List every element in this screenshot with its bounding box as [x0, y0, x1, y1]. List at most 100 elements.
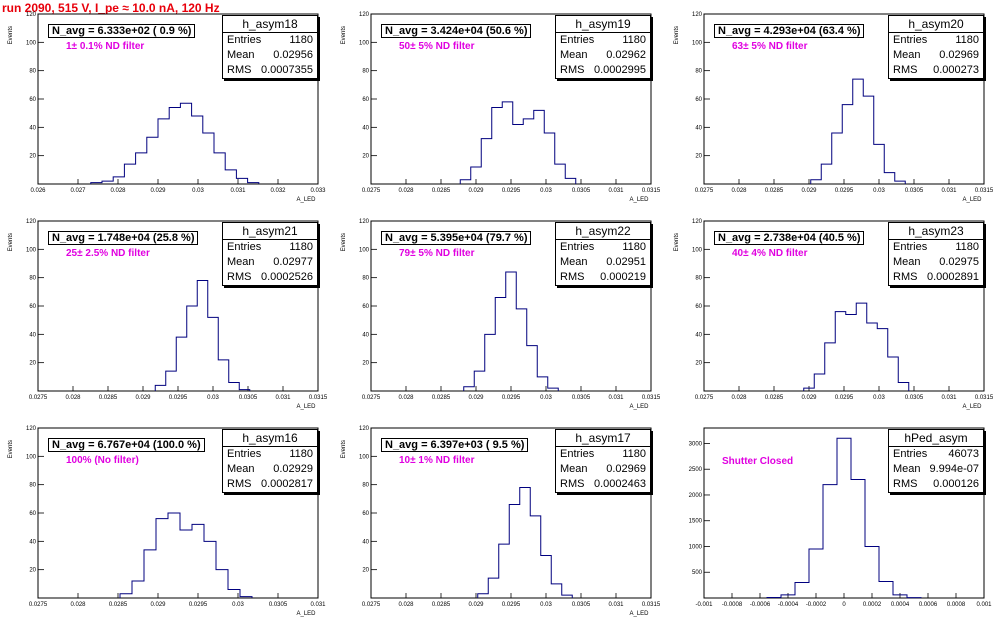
- y-tick-label: 60: [695, 97, 702, 103]
- stats-box: h_asym22 Entries 1180 Mean 0.02951 RMS 0.00021…: [555, 222, 651, 286]
- y-tick-label: 40: [29, 125, 36, 131]
- x-tick-label: 0.031: [608, 602, 624, 608]
- stats-entries: Entries 1180: [223, 33, 317, 48]
- stats-entries-label: Entries: [560, 34, 595, 46]
- stats-entries: Entries 1180: [556, 33, 650, 48]
- x-tick-label: 0.0295: [169, 395, 188, 401]
- y-tick-label: 120: [359, 219, 370, 225]
- stats-rms-value: 0.0002463: [594, 478, 646, 490]
- histogram-line: [459, 101, 577, 184]
- x-tick-label: 0.0275: [695, 188, 714, 194]
- stats-mean-label: Mean: [227, 463, 255, 475]
- x-tick-label: 0.0285: [432, 602, 451, 608]
- stats-title: hPed_asym: [889, 430, 983, 447]
- y-tick-label: 120: [692, 219, 703, 225]
- y-tick-label: 100: [26, 247, 37, 253]
- filter-label: 79± 5% ND filter: [399, 248, 475, 259]
- y-tick-label: 60: [29, 304, 36, 310]
- stats-entries-value: 1180: [289, 34, 313, 46]
- stats-rms: RMS 0.0002817: [223, 477, 317, 492]
- x-tick-label: 0.0275: [362, 395, 381, 401]
- stats-mean: Mean 0.02969: [556, 462, 650, 477]
- x-tick-label: 0.028: [398, 602, 414, 608]
- x-tick-label: 0.0295: [502, 188, 521, 194]
- histogram-line: [803, 302, 910, 391]
- stats-mean-label: Mean: [227, 256, 255, 268]
- stats-mean-value: 0.02977: [273, 256, 313, 268]
- x-tick-label: 0.031: [941, 188, 957, 194]
- stats-rms-label: RMS: [560, 271, 585, 283]
- y-tick-label: 80: [362, 276, 369, 282]
- histogram-pad-h_asym18: 0.026 0.027 0.028 0.029 0.03 0.031 0.032 0.033 2…: [0, 0, 330, 207]
- x-tick-label: 0.0315: [642, 602, 661, 608]
- filter-label: 40± 4% ND filter: [732, 248, 808, 259]
- x-tick-label: 0.0008: [947, 602, 966, 608]
- histogram-plot: -0.001 -0.0008 -0.0006 -0.0004 -0.0002 0 0.000…: [689, 427, 992, 608]
- stats-rms: RMS 0.000219: [556, 270, 650, 285]
- y-tick-label: 120: [692, 12, 703, 18]
- y-tick-label: 80: [362, 69, 369, 75]
- stats-mean-label: Mean: [227, 49, 255, 61]
- x-tick-label: 0.0285: [765, 395, 784, 401]
- stats-entries-label: Entries: [227, 241, 262, 253]
- x-tick-label: -0.0008: [722, 602, 743, 608]
- run-title: run 2090, 515 V, I_pe ≈ 10.0 nA, 120 Hz: [2, 1, 220, 15]
- x-tick-label: 0.031: [608, 395, 624, 401]
- stats-rms-value: 0.0002891: [927, 271, 979, 283]
- navg-label: N_avg = 5.395e+04 (79.7 %): [381, 231, 532, 245]
- y-tick-label: 20: [695, 154, 702, 160]
- y-tick-label: 120: [26, 426, 37, 432]
- y-tick-label: 80: [695, 69, 702, 75]
- x-tick-label: 0.033: [310, 188, 326, 194]
- stats-mean-label: Mean: [893, 49, 921, 61]
- y-tick-label: 120: [26, 219, 37, 225]
- stats-title: h_asym16: [223, 430, 317, 447]
- y-tick-label: 40: [362, 539, 369, 545]
- stats-rms: RMS 0.0002463: [556, 477, 650, 492]
- y-tick-label: 3000: [689, 441, 703, 447]
- y-tick-label: 100: [692, 40, 703, 46]
- stats-entries-value: 1180: [622, 448, 646, 460]
- histogram-plot: 0.026 0.027 0.028 0.029 0.03 0.031 0.032 0.033 2…: [8, 12, 326, 203]
- stats-entries: Entries 1180: [223, 447, 317, 462]
- stats-title: h_asym21: [223, 223, 317, 240]
- y-tick-label: 20: [29, 568, 36, 574]
- y-tick-label: 500: [692, 570, 703, 576]
- stats-entries: Entries 1180: [556, 447, 650, 462]
- stats-mean: Mean 9.994e-07: [889, 462, 983, 477]
- x-tick-label: 0.031: [275, 395, 291, 401]
- y-tick-label: 40: [695, 332, 702, 338]
- stats-title: h_asym22: [556, 223, 650, 240]
- stats-entries-value: 1180: [289, 241, 313, 253]
- histogram-plot: 0.0275 0.028 0.0285 0.029 0.0295 0.03 0.0305 0.…: [341, 219, 661, 410]
- stats-rms: RMS 0.0002995: [556, 63, 650, 78]
- y-tick-label: 80: [29, 483, 36, 489]
- stats-rms-label: RMS: [227, 478, 252, 490]
- x-tick-label: 0.028: [398, 188, 414, 194]
- y-tick-label: 100: [359, 40, 370, 46]
- navg-label: N_avg = 6.767e+04 (100.0 %): [48, 438, 205, 452]
- histogram-pad-hPed_asym: -0.001 -0.0008 -0.0006 -0.0004 -0.0002 0 0.000…: [666, 414, 996, 621]
- y-axis-title: Events: [341, 26, 347, 44]
- y-tick-label: 60: [362, 97, 369, 103]
- navg-label: N_avg = 4.293e+04 (63.4 %): [714, 24, 865, 38]
- histogram-pad-h_asym17: 0.0275 0.028 0.0285 0.029 0.0295 0.03 0.0305 0.…: [333, 414, 663, 621]
- stats-mean-value: 0.02975: [939, 256, 979, 268]
- y-axis-title: Events: [8, 233, 14, 251]
- x-tick-label: 0.028: [65, 395, 81, 401]
- filter-label: 50± 5% ND filter: [399, 41, 475, 52]
- stats-rms-value: 0.0002995: [594, 64, 646, 76]
- x-tick-label: 0.0295: [835, 188, 854, 194]
- x-tick-label: 0.0295: [502, 395, 521, 401]
- stats-rms: RMS 0.000273: [889, 63, 983, 78]
- x-tick-label: -0.0006: [750, 602, 771, 608]
- x-tick-label: 0.03: [540, 188, 552, 194]
- x-tick-label: 0.029: [801, 395, 817, 401]
- x-tick-label: 0.029: [468, 395, 484, 401]
- y-tick-label: 80: [29, 276, 36, 282]
- stats-entries-label: Entries: [227, 448, 262, 460]
- y-tick-label: 120: [26, 12, 37, 18]
- y-tick-label: 100: [26, 40, 37, 46]
- stats-rms: RMS 0.0002526: [223, 270, 317, 285]
- stats-box: h_asym17 Entries 1180 Mean 0.02969 RMS 0.00024…: [555, 429, 651, 493]
